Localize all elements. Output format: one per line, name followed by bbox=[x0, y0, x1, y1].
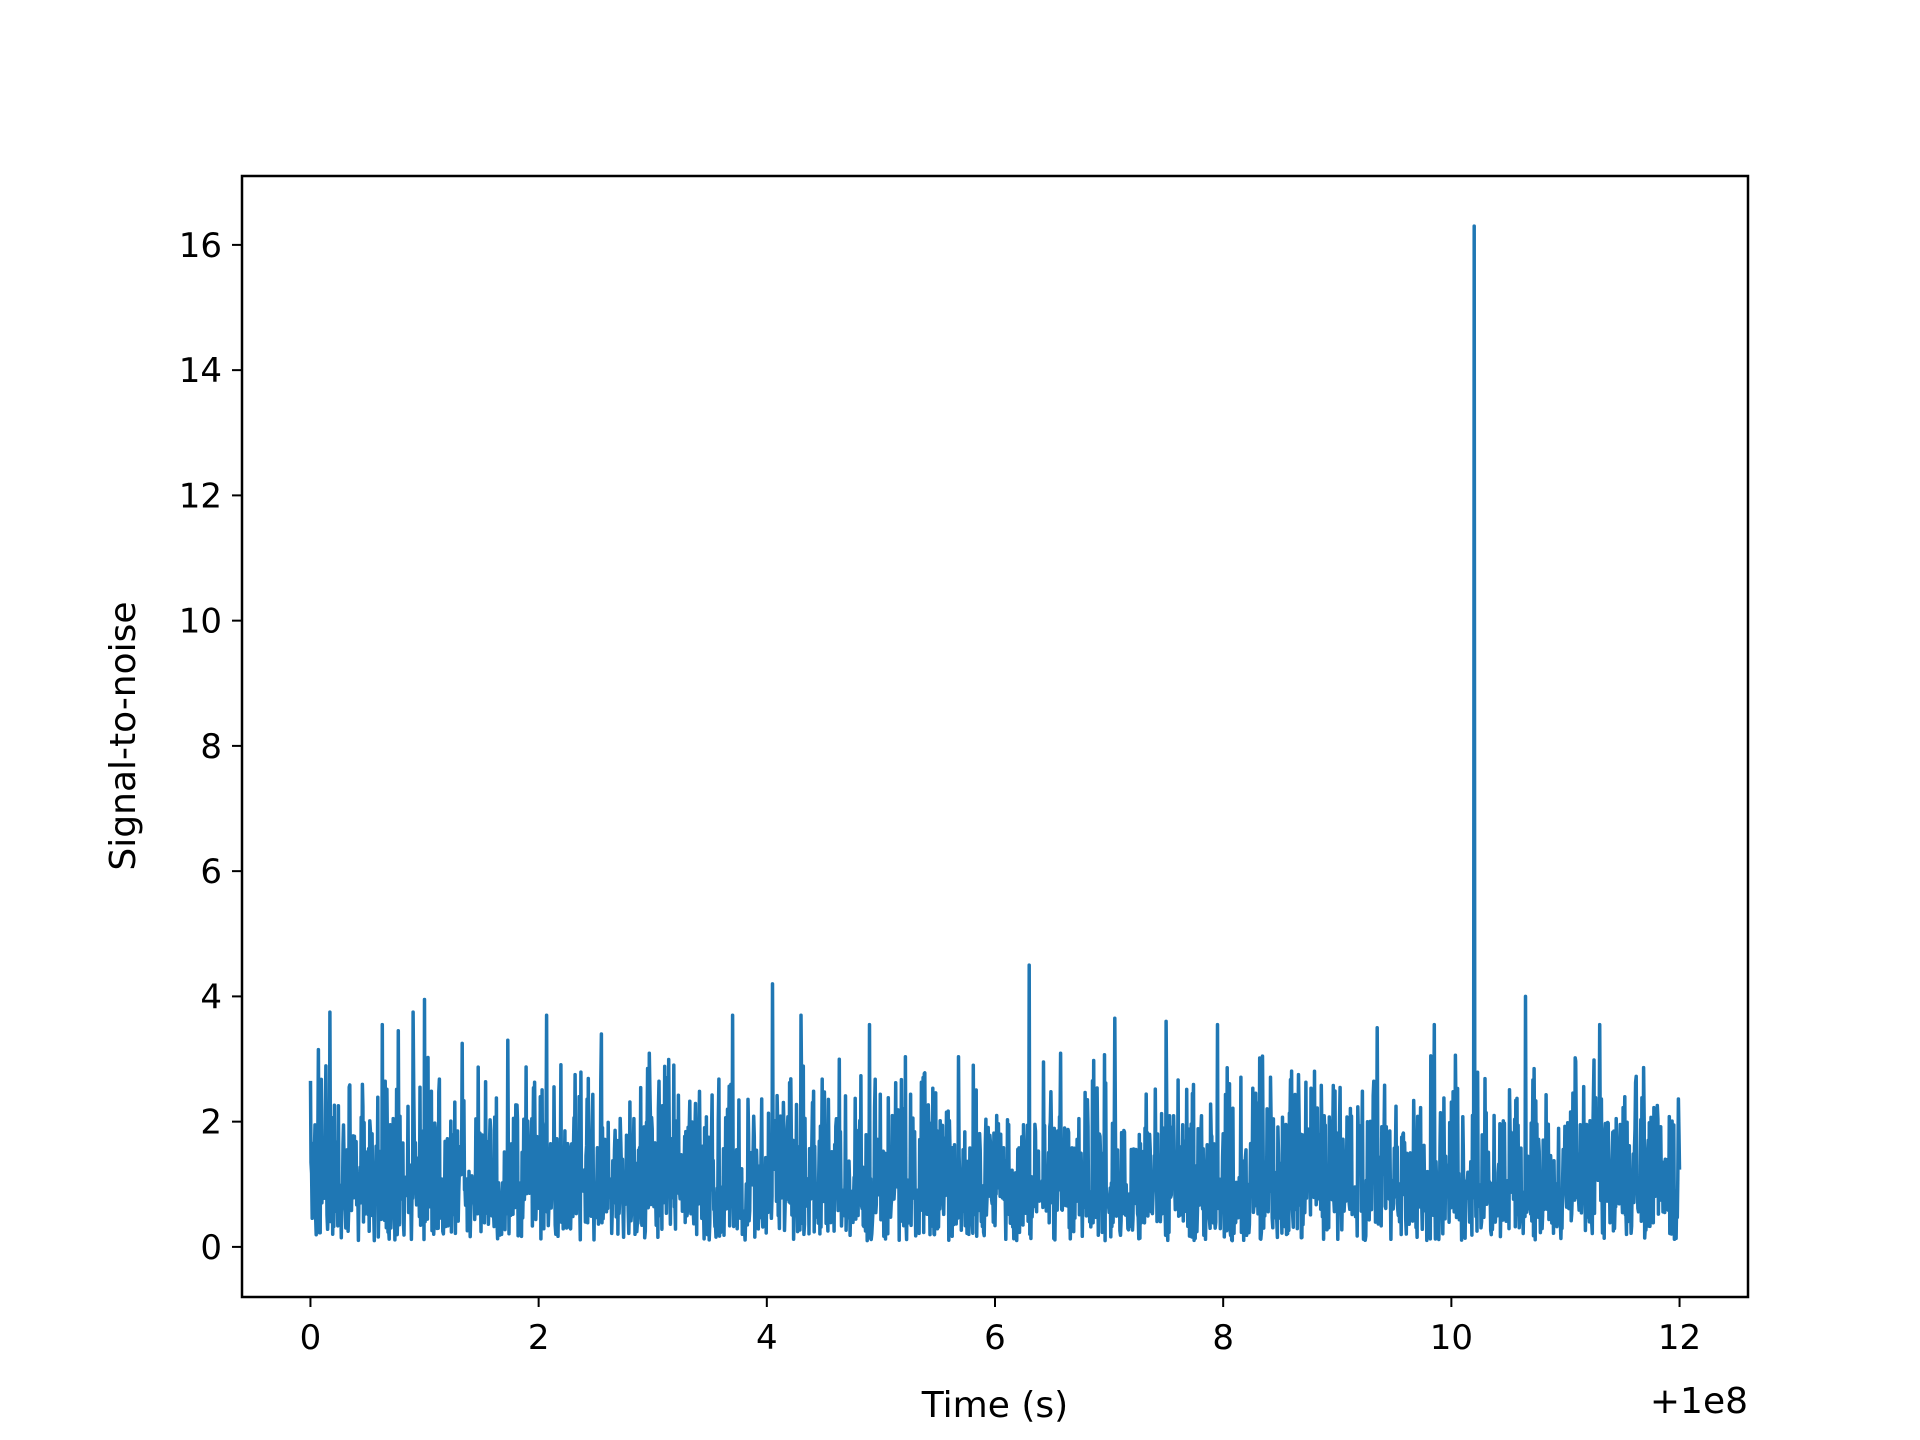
plot-area bbox=[308, 224, 1682, 1243]
x-axis: 0 2 4 6 8 10 12 bbox=[300, 1297, 1701, 1358]
y-tick-label: 16 bbox=[179, 226, 222, 266]
y-tick-label: 6 bbox=[200, 852, 222, 892]
x-tick-label: 4 bbox=[756, 1318, 778, 1358]
y-tick-label: 2 bbox=[200, 1103, 222, 1143]
y-axis-label: Signal-to-noise bbox=[103, 601, 144, 870]
x-tick-label: 0 bbox=[300, 1318, 322, 1358]
x-axis-label: Time (s) bbox=[921, 1385, 1068, 1426]
x-tick-label: 6 bbox=[984, 1318, 1006, 1358]
y-tick-label: 10 bbox=[179, 602, 222, 642]
x-offset-label: +1e8 bbox=[1650, 1381, 1748, 1422]
snr-series-line bbox=[308, 224, 1682, 1243]
x-tick-label: 8 bbox=[1212, 1318, 1234, 1358]
y-tick-label: 0 bbox=[200, 1228, 222, 1268]
y-tick-label: 8 bbox=[200, 727, 222, 767]
y-tick-label: 14 bbox=[179, 351, 222, 391]
y-tick-label: 4 bbox=[200, 977, 222, 1017]
x-tick-label: 2 bbox=[528, 1318, 550, 1358]
y-tick-label: 12 bbox=[179, 476, 222, 516]
x-tick-label: 12 bbox=[1658, 1318, 1701, 1358]
x-tick-label: 10 bbox=[1430, 1318, 1473, 1358]
y-axis: 0 2 4 6 8 10 12 14 16 bbox=[179, 226, 242, 1268]
